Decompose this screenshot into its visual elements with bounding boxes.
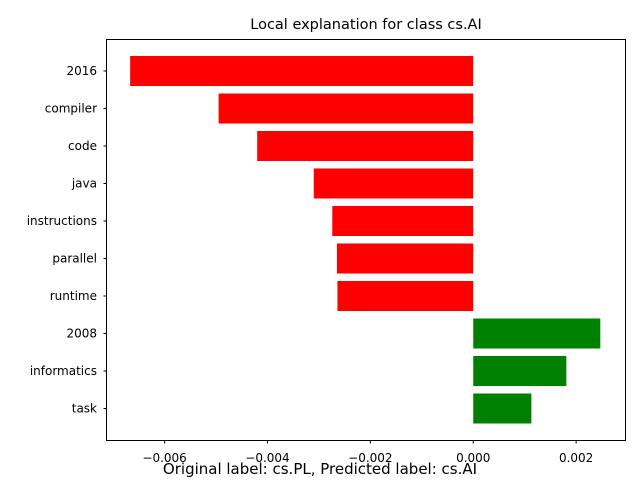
bars-group bbox=[130, 56, 601, 424]
x-tick-label: 0.000 bbox=[456, 451, 490, 465]
y-tick-label: 2008 bbox=[66, 327, 97, 341]
bar-instructions bbox=[332, 206, 474, 236]
chart-title: Local explanation for class cs.AI bbox=[250, 17, 482, 33]
y-tick-label: 2016 bbox=[66, 64, 97, 78]
x-tick-label: −0.004 bbox=[245, 451, 289, 465]
bar-informatics bbox=[473, 356, 567, 386]
plot-frame bbox=[106, 39, 626, 441]
bar-parallel bbox=[336, 243, 474, 274]
y-tick-label: java bbox=[71, 177, 97, 191]
bar-2008 bbox=[473, 318, 601, 349]
y-tick-label: informatics bbox=[30, 364, 97, 378]
bar-compiler bbox=[218, 93, 474, 124]
bar-java bbox=[313, 168, 474, 199]
y-tick-label: code bbox=[68, 139, 97, 153]
y-tick-label: compiler bbox=[45, 102, 97, 116]
y-tick-label: task bbox=[72, 402, 97, 416]
x-tick-label: −0.006 bbox=[142, 451, 186, 465]
y-tick-label: parallel bbox=[52, 252, 97, 266]
x-tick-label: −0.002 bbox=[348, 451, 392, 465]
y-tick-label: runtime bbox=[50, 289, 97, 303]
caption: Original label: cs.PL, Predicted label: … bbox=[163, 460, 477, 478]
x-tick-label: 0.002 bbox=[559, 451, 593, 465]
bar-code bbox=[257, 131, 474, 161]
bar-runtime bbox=[337, 281, 474, 311]
y-ticks-group: 2016 compiler code java instructions parallel… bbox=[27, 64, 107, 416]
bar-2016 bbox=[130, 56, 474, 86]
bar-task bbox=[473, 393, 532, 424]
y-tick-label: instructions bbox=[27, 214, 97, 228]
x-ticks-group: −0.006 −0.004 −0.002 0.000 0.002 bbox=[142, 440, 593, 465]
